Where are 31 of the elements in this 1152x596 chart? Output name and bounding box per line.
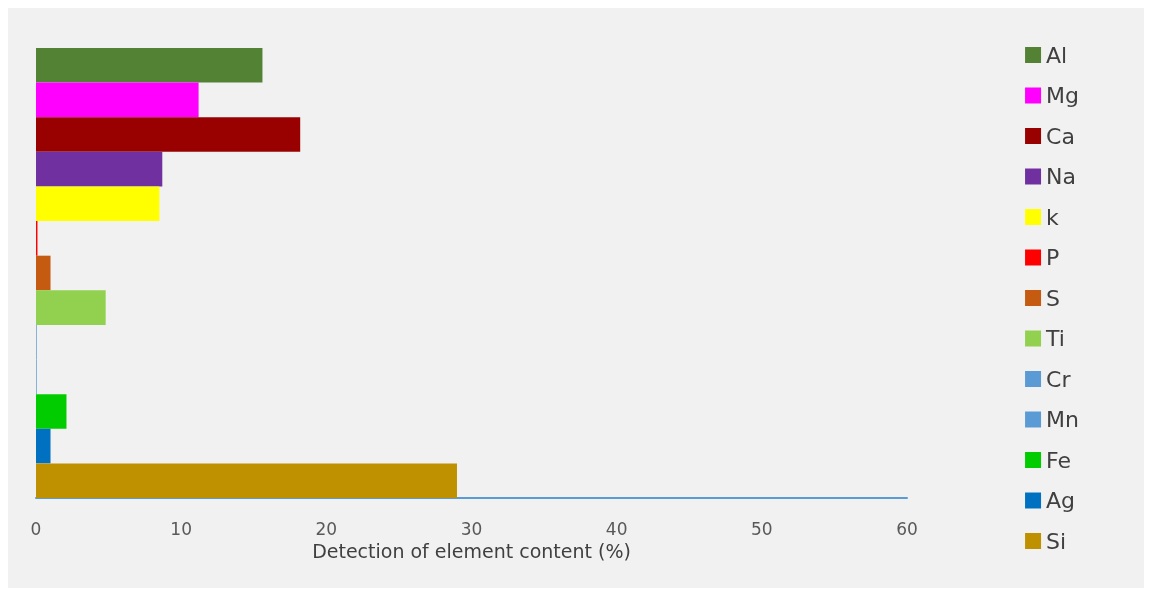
x-tick-label: 60 xyxy=(896,518,918,539)
bar xyxy=(36,151,163,187)
x-tick-label: 50 xyxy=(751,518,773,539)
legend-label: Na xyxy=(1046,164,1077,189)
legend-label: Mg xyxy=(1046,83,1080,108)
legend-label: Ag xyxy=(1046,488,1076,513)
legend-label: Cr xyxy=(1046,366,1072,392)
legend-label: Al xyxy=(1046,42,1068,68)
bar xyxy=(36,428,51,464)
legend-label: k xyxy=(1046,204,1060,230)
x-tick-label: 0 xyxy=(30,518,42,539)
bar xyxy=(36,48,263,83)
bar xyxy=(36,186,160,222)
x-axis-title: Detection of element content (%) xyxy=(312,540,631,563)
x-tick-label: 10 xyxy=(170,518,192,539)
legend-label: Si xyxy=(1046,528,1067,554)
x-tick-label: 30 xyxy=(460,518,483,539)
bar xyxy=(36,255,51,291)
x-tick-label: 20 xyxy=(315,518,338,539)
bar xyxy=(36,394,67,429)
bar xyxy=(36,117,301,152)
legend-label: S xyxy=(1046,285,1061,311)
bar xyxy=(36,290,106,325)
legend-label: Mn xyxy=(1046,407,1079,432)
legend-label: Ti xyxy=(1045,326,1065,351)
legend-label: P xyxy=(1046,245,1060,270)
legend-label: Fe xyxy=(1046,447,1072,473)
bar xyxy=(36,82,199,118)
bar xyxy=(36,463,457,498)
x-tick-label: 40 xyxy=(605,518,628,539)
legend-label: Ca xyxy=(1046,123,1075,149)
